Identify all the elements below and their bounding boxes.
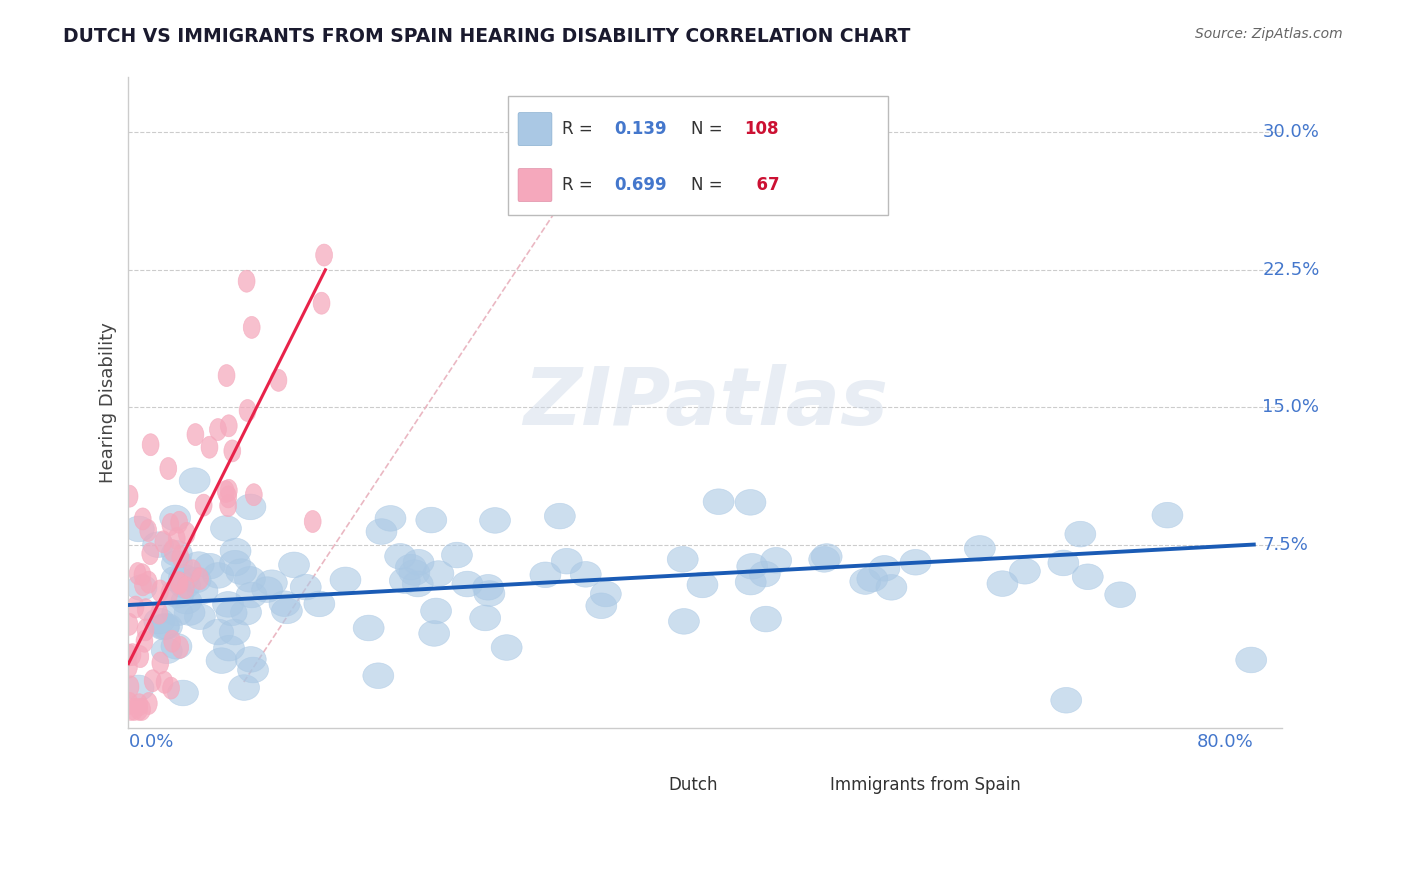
Text: N =: N =	[692, 176, 728, 194]
Text: Dutch: Dutch	[669, 775, 718, 794]
Text: 0.699: 0.699	[614, 176, 666, 194]
Text: 30.0%: 30.0%	[1263, 123, 1319, 142]
Text: 67: 67	[745, 176, 779, 194]
FancyBboxPatch shape	[519, 169, 553, 202]
Text: Immigrants from Spain: Immigrants from Spain	[831, 775, 1021, 794]
FancyBboxPatch shape	[627, 770, 662, 801]
Text: 108: 108	[745, 120, 779, 138]
Text: 22.5%: 22.5%	[1263, 260, 1320, 279]
Text: DUTCH VS IMMIGRANTS FROM SPAIN HEARING DISABILITY CORRELATION CHART: DUTCH VS IMMIGRANTS FROM SPAIN HEARING D…	[63, 27, 911, 45]
Text: R =: R =	[562, 120, 598, 138]
Text: 0.139: 0.139	[614, 120, 666, 138]
Y-axis label: Hearing Disability: Hearing Disability	[100, 322, 117, 483]
FancyBboxPatch shape	[789, 770, 824, 801]
FancyBboxPatch shape	[519, 112, 553, 145]
Text: N =: N =	[692, 120, 728, 138]
Text: Source: ZipAtlas.com: Source: ZipAtlas.com	[1195, 27, 1343, 41]
Text: R =: R =	[562, 176, 598, 194]
Text: 7.5%: 7.5%	[1263, 535, 1308, 554]
Text: 0.0%: 0.0%	[128, 733, 174, 751]
Text: ZIPatlas: ZIPatlas	[523, 364, 887, 442]
FancyBboxPatch shape	[508, 95, 889, 215]
Text: 15.0%: 15.0%	[1263, 398, 1319, 417]
Text: 80.0%: 80.0%	[1197, 733, 1254, 751]
